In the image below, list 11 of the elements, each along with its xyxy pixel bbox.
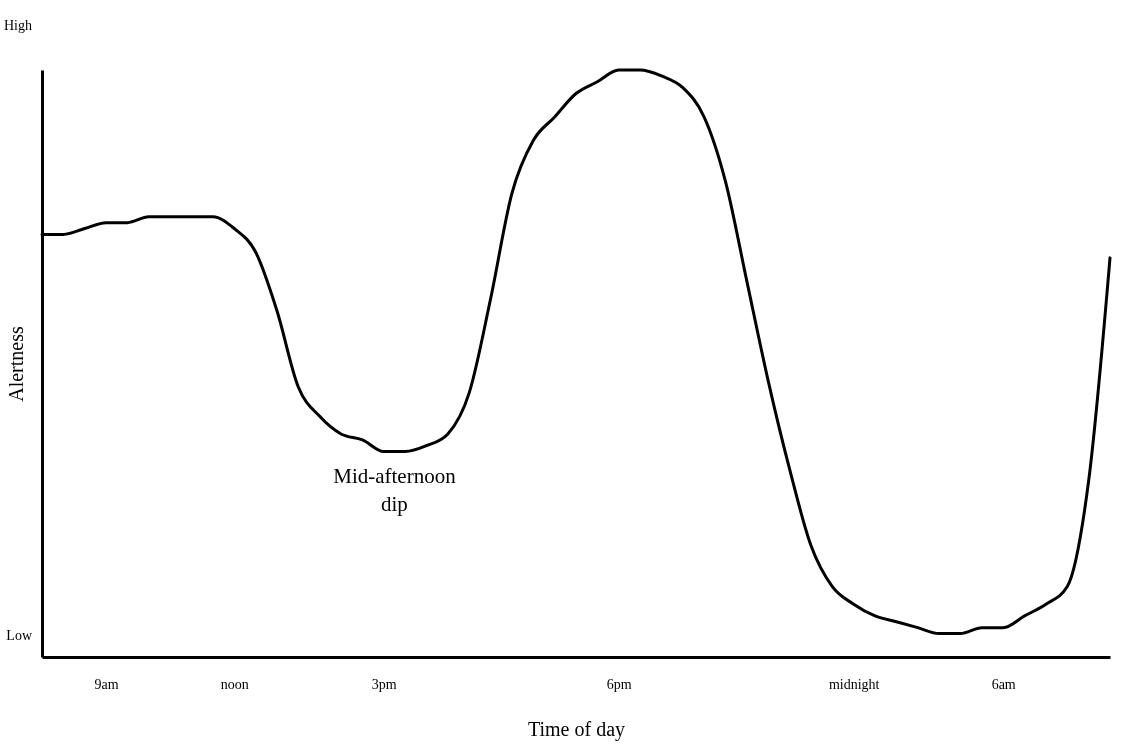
text: High xyxy=(4,18,32,33)
x-tick-label: 6pm xyxy=(606,676,632,692)
text: Low xyxy=(6,628,33,643)
x-tick-label: 9am xyxy=(94,676,119,692)
annotation: Mid-afternoon dip xyxy=(333,464,457,516)
x-axis-title: Time of day xyxy=(527,717,626,741)
x-tick-label: midnight xyxy=(828,676,880,692)
x-tick-label: noon xyxy=(220,676,249,692)
x-tick-label: 6am xyxy=(991,676,1016,692)
y-axis-title: Alertness xyxy=(4,326,27,402)
x-tick-label: 3pm xyxy=(371,676,397,692)
